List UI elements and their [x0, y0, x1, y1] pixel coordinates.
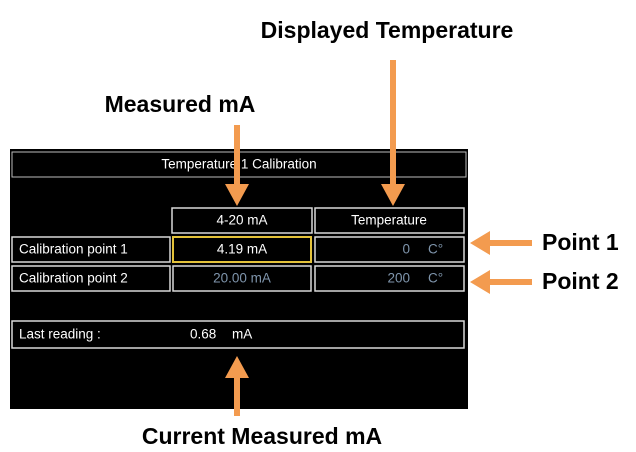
column-header: Temperature	[351, 213, 427, 228]
temperature-unit: C°	[428, 242, 443, 257]
temperature-value: 200	[387, 271, 410, 286]
arrow	[470, 270, 532, 294]
annotation: Measured mA	[105, 91, 256, 117]
row-label: Calibration point 1	[19, 242, 128, 257]
current-value: 20.00 mA	[213, 271, 271, 286]
column-header: 4-20 mA	[216, 213, 267, 228]
screenshot: Temperature 1 Calibration 4-20 mA Temper…	[0, 0, 636, 452]
arrow	[381, 60, 405, 206]
temperature-unit: C°	[428, 271, 443, 286]
last-reading-value: 0.68	[190, 327, 216, 342]
annotation: Displayed Temperature	[261, 17, 514, 43]
arrow	[470, 231, 532, 255]
current-value: 4.19 mA	[217, 242, 267, 257]
annotation: Current Measured mA	[142, 423, 382, 449]
annotation: Point 1	[542, 229, 619, 255]
annotation: Point 2	[542, 268, 619, 294]
row-label: Calibration point 2	[19, 271, 128, 286]
last-reading-unit: mA	[232, 327, 252, 342]
temperature-value: 0	[402, 242, 410, 257]
last-reading-label: Last reading :	[19, 327, 101, 342]
